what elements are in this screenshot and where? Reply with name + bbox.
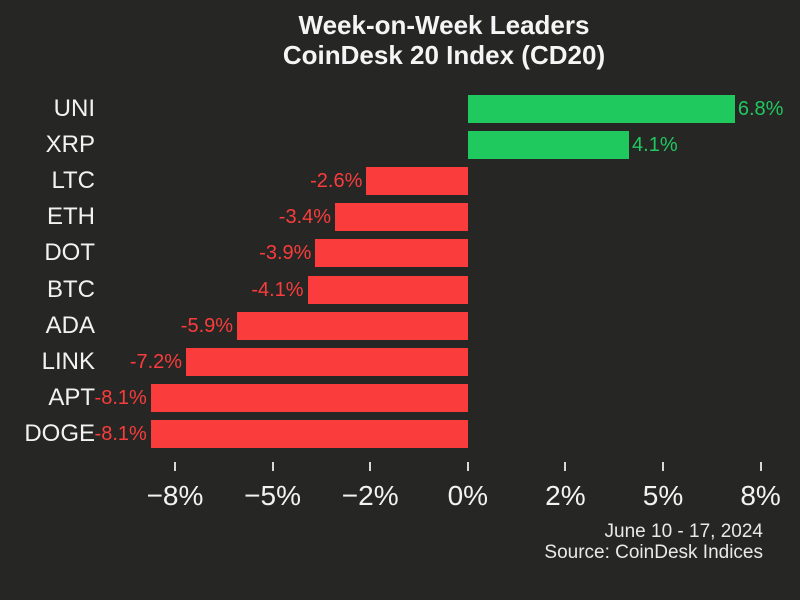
value-label: -4.1% [251,278,304,301]
value-label: -8.1% [94,386,147,409]
x-axis-tick-label: 0% [447,480,489,511]
x-axis-tick-mark [759,462,762,471]
date-range: June 10 - 17, 2024 [604,521,763,542]
value-label: -5.9% [180,314,234,337]
category-label: APT [48,383,95,411]
x-axis-tick-label: −8% [146,480,204,511]
chart-title-line2: CoinDesk 20 Index (CD20) [282,40,606,70]
x-axis-tick-mark [174,462,176,471]
bar [468,131,630,160]
chart-footer: June 10 - 17, 2024 Source: CoinDesk Indi… [544,521,763,563]
chart-title-line1: Week-on-Week Leaders [298,10,590,40]
value-label: 4.1% [632,134,678,157]
x-axis-tick-mark [369,462,372,471]
bar-row: DOT -3.9% [0,239,800,268]
value-label: -8.1% [94,422,147,445]
x-axis-tick-mark [564,462,567,471]
bar-row: ADA -5.9% [0,311,800,340]
x-axis-tick-mark [466,462,469,471]
x-axis-tick-label: 2% [545,480,586,511]
bar-row: LINK -7.2% [0,347,800,376]
bar [335,203,469,232]
bar-row: LTC -2.6% [0,167,800,196]
value-label: -3.4% [278,206,332,229]
x-axis-tick-label: −5% [244,480,301,511]
bar [150,383,469,412]
category-label: UNI [53,95,95,122]
category-label: ADA [45,311,95,339]
bar [366,167,469,196]
bar [315,239,469,268]
bar-row: APT -8.1% [0,383,800,412]
source-credit: Source: CoinDesk Indices [544,542,763,563]
bar-row: UNI 6.8% [0,95,800,123]
bar-row: DOGE -8.1% [0,419,800,448]
chart-title: Week-on-Week Leaders CoinDesk 20 Index (… [0,10,800,70]
value-label: -2.6% [310,170,363,193]
bar-row: BTC -4.1% [0,275,800,304]
x-axis-tick-label: 8% [740,480,781,511]
value-label: -3.9% [259,242,312,265]
bar-row: XRP 4.1% [0,131,800,160]
category-label: DOT [44,239,95,267]
x-axis-tick-mark [271,462,274,471]
category-label: XRP [45,131,95,159]
x-axis-tick-label: 5% [642,480,684,511]
category-label: LINK [41,347,95,375]
category-label: BTC [47,275,95,303]
value-label: -7.2% [129,350,183,373]
value-label: 6.8% [737,98,784,120]
bar [468,95,735,123]
x-axis-tick-label: −2% [341,480,399,511]
bar [186,347,469,376]
x-axis-tick-mark [662,462,664,471]
bar [237,311,469,340]
category-label: DOGE [24,419,95,447]
bar [150,419,469,448]
category-label: LTC [51,167,95,195]
bar-row: ETH -3.4% [0,203,800,232]
bar [307,275,469,304]
category-label: ETH [47,203,95,231]
